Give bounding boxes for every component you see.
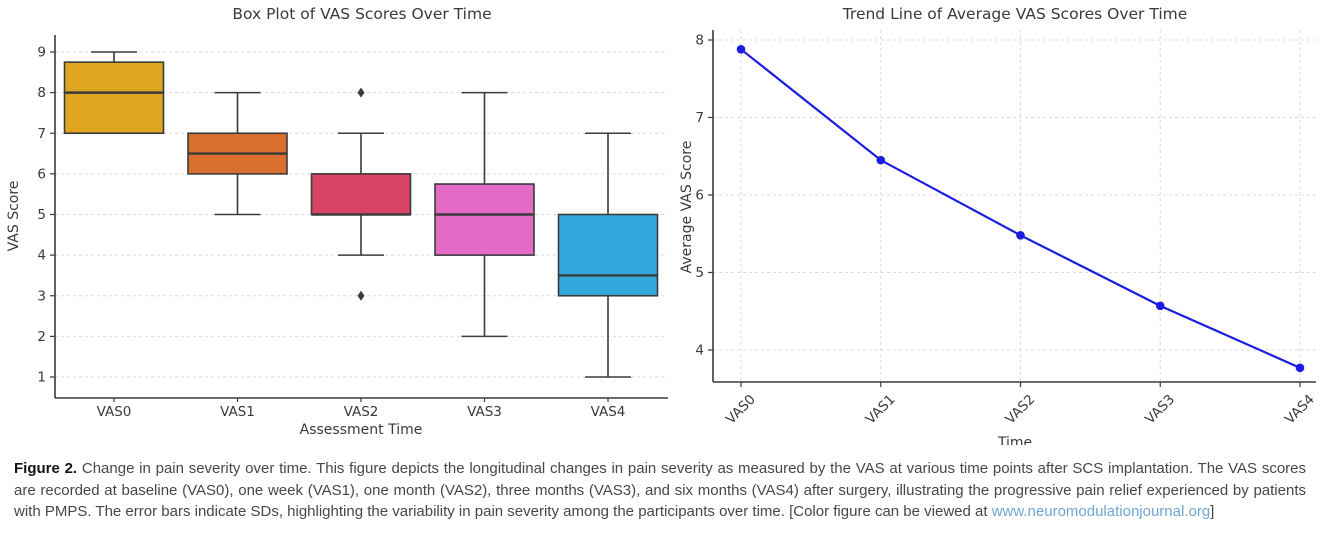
boxplot-ytick-label: 6 bbox=[37, 166, 46, 182]
boxplot-xtick-label: VAS4 bbox=[591, 404, 626, 420]
box-rect bbox=[557, 213, 659, 297]
figure-charts: 1 2 3 4 5 6 7 8 9 VAS0 VAS1 VAS2 VAS3 VAS4 Assessment … bbox=[0, 0, 1320, 445]
trendline-ytick-label: 8 bbox=[695, 33, 704, 49]
boxplot-title: Box Plot of VAS Scores Over Time bbox=[232, 5, 491, 23]
journal-link[interactable]: www.neuromodulationjournal.org bbox=[991, 503, 1211, 521]
boxplot-xtick-label: VAS0 bbox=[97, 404, 132, 420]
box-rect bbox=[63, 61, 165, 135]
figure-caption-suffix: ] bbox=[1210, 503, 1215, 521]
boxplot-xlabel: Assessment Time bbox=[300, 422, 423, 438]
box-rect bbox=[434, 183, 535, 256]
boxplot-xtick-label: VAS1 bbox=[220, 404, 255, 420]
trendline-xlabel: Time bbox=[997, 435, 1032, 445]
outlier-diamond bbox=[357, 87, 365, 98]
boxplot-ytick-label: 2 bbox=[37, 329, 46, 345]
trendline-xtick-label: VAS1 bbox=[863, 392, 899, 428]
box-vas0 bbox=[63, 51, 165, 135]
trend-point-vas0 bbox=[736, 45, 746, 54]
trendline-ytick-label: 6 bbox=[695, 188, 704, 204]
boxplot-axes: 1 2 3 4 5 6 7 8 9 VAS0 VAS1 VAS2 VAS3 VAS4 bbox=[37, 35, 668, 420]
boxplot-ytick-label: 7 bbox=[37, 126, 46, 142]
trendline-panel: 4 5 6 7 8 VAS0 VAS1 VAS2 VAS3 VAS4 Time Average VAS… bbox=[675, 0, 1320, 445]
boxplot-ytick-label: 3 bbox=[37, 288, 46, 304]
figure-caption: Figure 2. Change in pain severity over t… bbox=[14, 458, 1306, 523]
trendline-ylabel: Average VAS Score bbox=[679, 141, 695, 274]
box-vas1 bbox=[187, 91, 288, 216]
box-rect bbox=[310, 173, 412, 216]
trendline-xtick-label: VAS2 bbox=[1002, 392, 1038, 428]
boxplot-xtick-label: VAS2 bbox=[344, 404, 379, 420]
box-vas3 bbox=[434, 91, 535, 338]
figure-caption-body: Change in pain severity over time. This … bbox=[14, 460, 1307, 521]
boxplot-ytick-label: 9 bbox=[37, 45, 46, 61]
boxplot-xtick-label: VAS3 bbox=[467, 404, 502, 420]
trend-point-vas2 bbox=[1016, 231, 1025, 240]
trend-point-vas3 bbox=[1155, 301, 1165, 311]
trend-point-vas1 bbox=[876, 155, 886, 165]
trend-point-vas4 bbox=[1295, 363, 1305, 373]
box-vas4 bbox=[557, 132, 659, 378]
outlier-diamond bbox=[357, 290, 365, 301]
trendline-xtick-label: VAS3 bbox=[1142, 392, 1178, 428]
trendline-ytick-label: 4 bbox=[695, 343, 704, 359]
box-vas2 bbox=[310, 87, 412, 301]
trendline-svg: 4 5 6 7 8 VAS0 VAS1 VAS2 VAS3 VAS4 Time Average VAS… bbox=[679, 5, 1318, 445]
boxplot-ylabel: VAS Score bbox=[6, 181, 22, 252]
trendline-xtick-label: VAS0 bbox=[723, 392, 759, 428]
boxplot-svg: 1 2 3 4 5 6 7 8 9 VAS0 VAS1 VAS2 VAS3 VAS4 Assessment … bbox=[6, 5, 668, 438]
boxplot-ytick-label: 4 bbox=[37, 248, 46, 264]
trendline-xtick-label: VAS4 bbox=[1282, 392, 1318, 428]
trendline-ytick-label: 7 bbox=[695, 110, 704, 126]
trendline-title: Trend Line of Average VAS Scores Over Ti… bbox=[842, 5, 1188, 23]
boxplot-ytick-label: 8 bbox=[37, 85, 46, 101]
figure-caption-label: Figure 2. bbox=[14, 460, 78, 477]
boxplot-ytick-label: 5 bbox=[37, 207, 46, 223]
boxplot-panel: 1 2 3 4 5 6 7 8 9 VAS0 VAS1 VAS2 VAS3 VAS4 Assessment … bbox=[0, 0, 675, 445]
trendline-ytick-label: 5 bbox=[695, 265, 704, 281]
boxplot-ytick-label: 1 bbox=[37, 370, 46, 386]
trendline-gridlines bbox=[713, 30, 1316, 382]
